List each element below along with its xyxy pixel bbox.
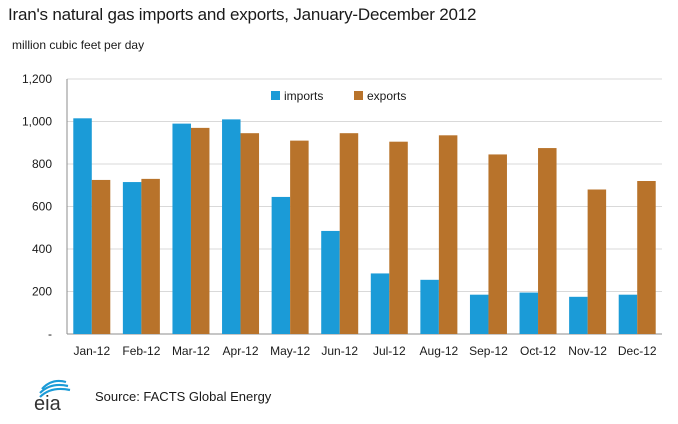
imports-bar xyxy=(420,279,439,334)
exports-bar xyxy=(587,189,607,334)
imports-bar xyxy=(321,230,340,334)
imports-bar xyxy=(519,292,539,334)
x-tick-label: Jul-12 xyxy=(373,344,406,358)
imports-bar xyxy=(370,273,390,334)
x-tick-label: May-12 xyxy=(270,344,310,358)
logo-text: eia xyxy=(34,393,62,413)
exports-bar xyxy=(438,135,458,334)
exports-bar xyxy=(538,148,557,334)
x-tick-label: Mar-12 xyxy=(172,344,210,358)
exports-bar xyxy=(190,127,210,334)
imports-bar xyxy=(569,296,588,334)
imports-bar xyxy=(618,294,638,334)
exports-bar xyxy=(339,133,359,334)
legend-label-exports: exports xyxy=(367,89,406,103)
y-tick-label: 1,200 xyxy=(22,72,52,86)
exports-bar xyxy=(389,141,408,334)
x-tick-label: Apr-12 xyxy=(223,344,259,358)
exports-bar xyxy=(488,154,507,334)
source-note: Source: FACTS Global Energy xyxy=(95,389,272,404)
x-tick-label: Jan-12 xyxy=(73,344,110,358)
exports-bar xyxy=(91,179,111,334)
legend-swatch-imports xyxy=(271,91,280,100)
exports-bar xyxy=(141,178,160,334)
y-axis-unit-label: million cubic feet per day xyxy=(12,38,145,52)
exports-bar xyxy=(240,133,260,334)
imports-bar xyxy=(73,118,92,334)
imports-bar xyxy=(222,119,241,334)
x-tick-label: Jun-12 xyxy=(321,344,358,358)
legend-swatch-exports xyxy=(354,91,363,100)
y-tick-label: 200 xyxy=(32,285,52,299)
imports-bar xyxy=(122,182,142,334)
imports-bar xyxy=(271,196,291,334)
y-tick-label: 400 xyxy=(32,242,52,256)
legend-label-imports: imports xyxy=(284,89,323,103)
x-tick-label: Nov-12 xyxy=(568,344,607,358)
y-tick-label: - xyxy=(48,327,52,341)
x-tick-label: Oct-12 xyxy=(520,344,556,358)
exports-bar xyxy=(637,181,656,334)
y-tick-label: 600 xyxy=(32,200,52,214)
imports-bar xyxy=(469,294,489,334)
y-tick-label: 800 xyxy=(32,157,52,171)
x-tick-label: Sep-12 xyxy=(469,344,508,358)
imports-bar xyxy=(172,123,191,334)
x-tick-label: Dec-12 xyxy=(618,344,657,358)
exports-bar xyxy=(290,140,309,334)
x-tick-label: Aug-12 xyxy=(420,344,459,358)
chart-title: Iran's natural gas imports and exports, … xyxy=(8,5,477,24)
y-tick-label: 1,000 xyxy=(22,115,52,129)
eia-logo: eia xyxy=(34,379,71,413)
x-tick-label: Feb-12 xyxy=(122,344,160,358)
